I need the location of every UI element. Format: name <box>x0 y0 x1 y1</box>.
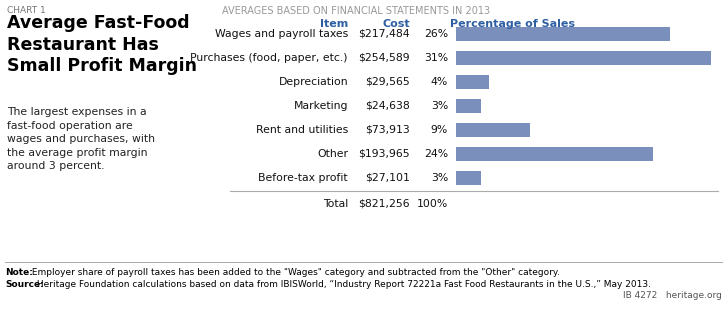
Bar <box>456 123 530 137</box>
Text: Source:: Source: <box>5 280 44 289</box>
Text: CHART 1: CHART 1 <box>7 6 46 15</box>
Text: IB 4272   heritage.org: IB 4272 heritage.org <box>623 291 722 300</box>
Text: Before-tax profit: Before-tax profit <box>258 173 348 183</box>
Text: Employer share of payroll taxes has been added to the "Wages" category and subtr: Employer share of payroll taxes has been… <box>29 268 560 277</box>
Text: Total: Total <box>323 199 348 209</box>
Bar <box>456 99 480 113</box>
Text: Purchases (food, paper, etc.): Purchases (food, paper, etc.) <box>191 53 348 63</box>
Text: The largest expenses in a
fast-food operation are
wages and purchases, with
the : The largest expenses in a fast-food oper… <box>7 107 155 171</box>
Text: $821,256: $821,256 <box>358 199 410 209</box>
Text: $217,484: $217,484 <box>358 29 410 39</box>
Bar <box>456 27 670 41</box>
Text: $254,589: $254,589 <box>358 53 410 63</box>
Text: $193,965: $193,965 <box>358 149 410 159</box>
Text: Cost: Cost <box>382 19 410 29</box>
Text: Marketing: Marketing <box>293 101 348 111</box>
Text: Depreciation: Depreciation <box>278 77 348 87</box>
Text: Rent and utilities: Rent and utilities <box>256 125 348 135</box>
Text: 26%: 26% <box>424 29 448 39</box>
Text: $27,101: $27,101 <box>365 173 410 183</box>
Text: Average Fast-Food
Restaurant Has
Small Profit Margin: Average Fast-Food Restaurant Has Small P… <box>7 14 197 75</box>
Bar <box>456 147 654 161</box>
Text: Percentage of Sales: Percentage of Sales <box>450 19 575 29</box>
Text: Other: Other <box>317 149 348 159</box>
Text: 9%: 9% <box>431 125 448 135</box>
Bar <box>456 75 489 89</box>
Text: Wages and payroll taxes: Wages and payroll taxes <box>215 29 348 39</box>
Text: $24,638: $24,638 <box>365 101 410 111</box>
Text: $29,565: $29,565 <box>365 77 410 87</box>
Text: 100%: 100% <box>416 199 448 209</box>
Text: Item: Item <box>320 19 348 29</box>
Text: 24%: 24% <box>424 149 448 159</box>
Text: 31%: 31% <box>424 53 448 63</box>
Text: Heritage Foundation calculations based on data from IBISWorld, “Industry Report : Heritage Foundation calculations based o… <box>34 280 651 289</box>
Text: 3%: 3% <box>431 173 448 183</box>
Bar <box>456 171 480 185</box>
Bar <box>456 51 711 65</box>
Text: 3%: 3% <box>431 101 448 111</box>
Text: $73,913: $73,913 <box>365 125 410 135</box>
Text: 4%: 4% <box>431 77 448 87</box>
Text: Note:: Note: <box>5 268 33 277</box>
Text: AVERAGES BASED ON FINANCIAL STATEMENTS IN 2013: AVERAGES BASED ON FINANCIAL STATEMENTS I… <box>222 6 490 16</box>
